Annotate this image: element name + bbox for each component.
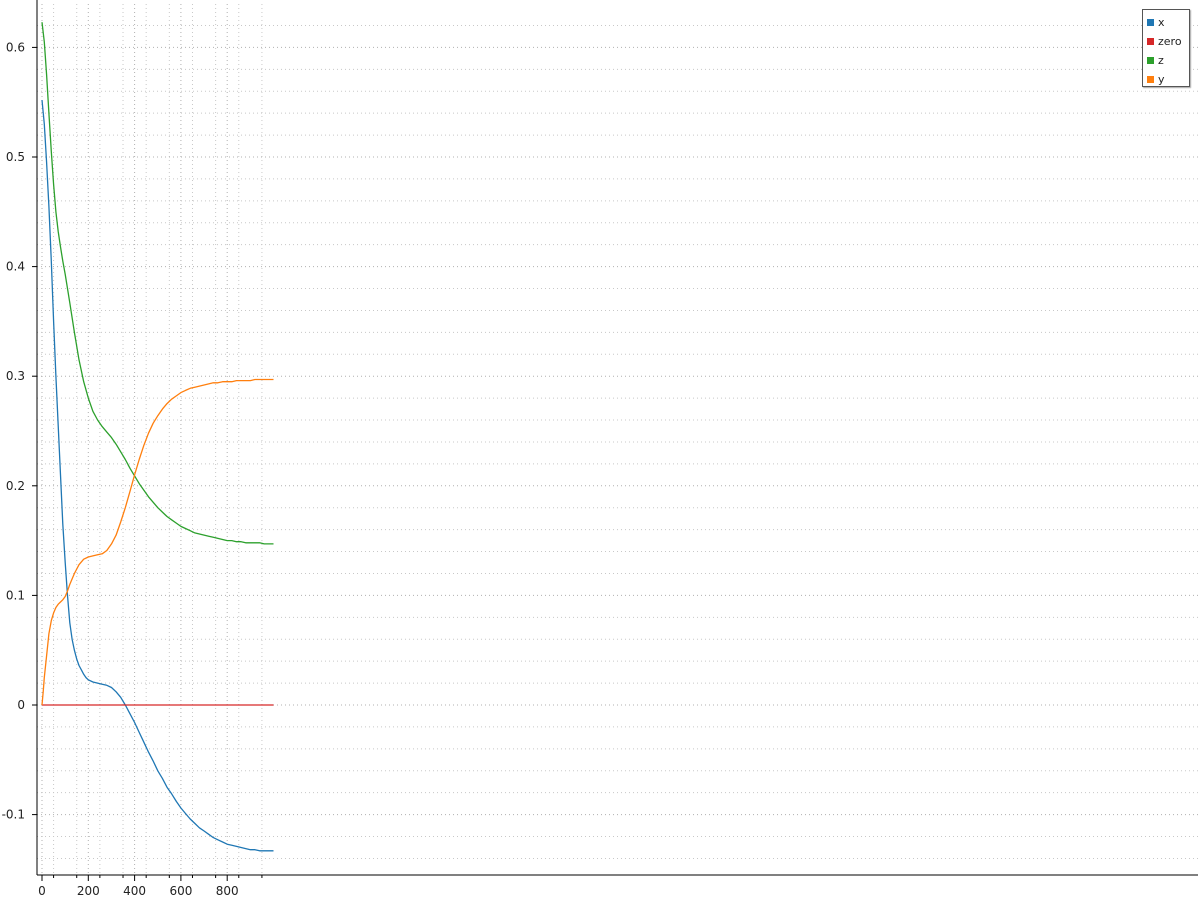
legend-label-z: z — [1158, 53, 1164, 67]
y-tick-label: 0.6 — [6, 40, 25, 54]
legend-swatch-zero — [1147, 37, 1154, 45]
series-line-y — [41, 378, 274, 706]
series-lines — [41, 22, 274, 852]
legend-swatch-z — [1147, 56, 1154, 64]
legend-item-x: x — [1147, 15, 1165, 29]
y-tick-label: 0.3 — [6, 369, 25, 383]
y-tick-label: 0.2 — [6, 479, 25, 493]
y-tick-label: 0.1 — [6, 588, 25, 602]
x-tick-label: 0 — [38, 884, 46, 898]
y-tick-label: -0.1 — [2, 808, 25, 822]
series-line-z — [41, 22, 274, 545]
y-tick-label: 0 — [17, 698, 25, 712]
legend-swatch-y — [1147, 75, 1154, 83]
legend: x zero z y — [1142, 9, 1190, 87]
x-tick-label: 400 — [123, 884, 146, 898]
legend-item-y: y — [1147, 72, 1165, 86]
series-line-x — [41, 99, 274, 852]
y-tick-label: 0.5 — [6, 150, 25, 164]
legend-item-z: z — [1147, 53, 1164, 67]
grid — [37, 4, 1198, 875]
x-tick-label: 600 — [169, 884, 192, 898]
legend-label-x: x — [1158, 15, 1165, 29]
legend-label-zero: zero — [1158, 34, 1182, 48]
x-tick-label: 800 — [216, 884, 239, 898]
legend-label-y: y — [1158, 72, 1165, 86]
legend-swatch-x — [1147, 18, 1154, 26]
y-tick-label: 0.4 — [6, 260, 25, 274]
x-tick-label: 200 — [77, 884, 100, 898]
legend-item-zero: zero — [1147, 34, 1182, 48]
